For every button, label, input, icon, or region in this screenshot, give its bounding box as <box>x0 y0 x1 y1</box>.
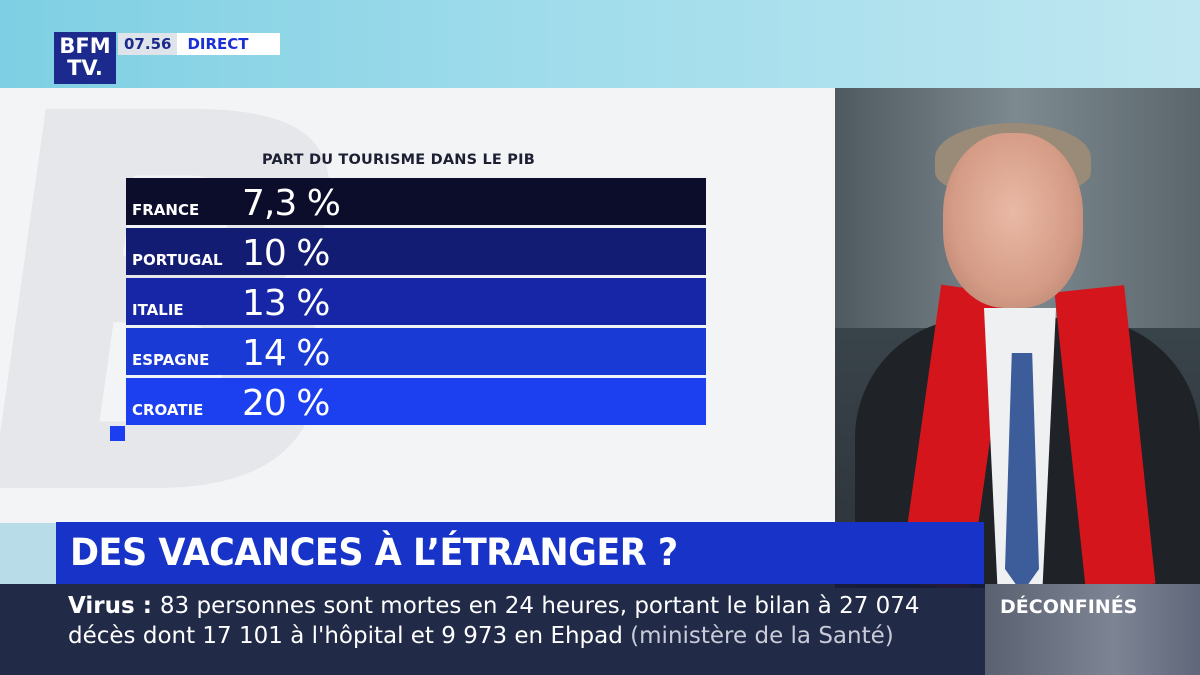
tourism-gdp-table: FRANCE 7,3 % PORTUGAL 10 % ITALIE 13 % ESPAGNE… <box>126 178 706 428</box>
country-label: CROATIE <box>132 401 204 419</box>
ticker-source: (ministère de la Santé) <box>630 623 894 649</box>
headline-banner: DES VACANCES À L’ÉTRANGER ? <box>56 522 984 584</box>
table-row: FRANCE 7,3 % <box>126 178 706 225</box>
decor-square <box>110 426 125 441</box>
country-label: ESPAGNE <box>132 351 210 369</box>
ticker-side-panel: DÉCONFINÉS <box>985 584 1200 675</box>
table-row: ITALIE 13 % <box>126 278 706 325</box>
logo-line-1: BFM <box>59 34 111 58</box>
ticker-separator: : <box>134 593 160 619</box>
headline-text: DES VACANCES À L’ÉTRANGER ? <box>70 531 678 575</box>
ticker-tag: Virus <box>68 593 135 619</box>
country-label: PORTUGAL <box>132 251 223 269</box>
ticker-text-2: décès dont 17 101 à l'hôpital et 9 973 e… <box>68 623 623 649</box>
value-label: 20 % <box>242 383 330 424</box>
clock-bar: 07.56 DIRECT <box>118 33 280 55</box>
clock-time: 07.56 <box>118 33 178 55</box>
live-label: DIRECT <box>187 35 249 53</box>
channel-logo: BFM TV. <box>54 32 116 84</box>
table-row: ESPAGNE 14 % <box>126 328 706 375</box>
presenter <box>943 133 1083 308</box>
table-row: CROATIE 20 % <box>126 378 706 425</box>
studio-video <box>835 88 1200 588</box>
ticker-line-2: décès dont 17 101 à l'hôpital et 9 973 e… <box>68 623 894 649</box>
value-label: 13 % <box>242 283 330 324</box>
country-label: FRANCE <box>132 201 200 219</box>
chart-title: PART DU TOURISME DANS LE PIB <box>262 152 535 168</box>
value-label: 10 % <box>242 233 330 274</box>
news-ticker: Virus : 83 personnes sont mortes en 24 h… <box>0 584 1200 675</box>
ticker-text-1: 83 personnes sont mortes en 24 heures, p… <box>159 593 920 619</box>
value-label: 14 % <box>242 333 330 374</box>
value-label: 7,3 % <box>242 183 341 224</box>
country-label: ITALIE <box>132 301 184 319</box>
table-row: PORTUGAL 10 % <box>126 228 706 275</box>
logo-line-2: TV. <box>67 56 103 80</box>
ticker-line-1: Virus : 83 personnes sont mortes en 24 h… <box>68 593 920 619</box>
ticker-side-label: DÉCONFINÉS <box>1000 596 1138 618</box>
